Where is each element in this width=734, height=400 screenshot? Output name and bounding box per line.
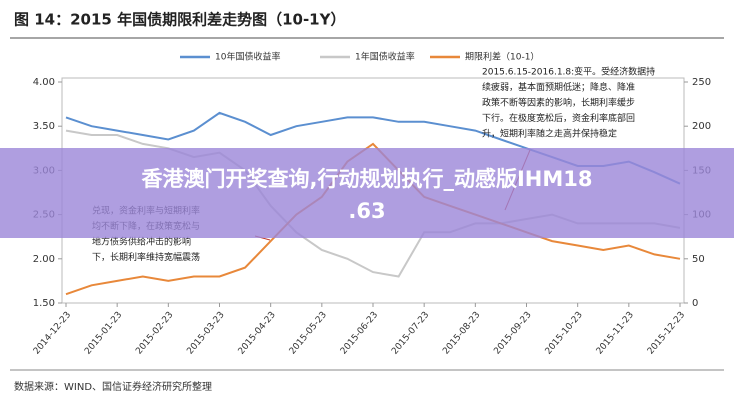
x-tick-label: 2015-10-23 (544, 310, 585, 357)
y2-tick-label: 200 (692, 121, 711, 132)
x-tick-label: 2015-12-23 (646, 310, 687, 357)
annotation: 下，长期利率维持宽幅震荡 (92, 251, 200, 263)
annotation: 政策不断等因素的影响，长期利率缓步 (482, 97, 635, 109)
overlay-band (0, 148, 734, 238)
x-tick-label: 2015-03-23 (185, 310, 226, 357)
x-tick-label: 2015-08-23 (441, 310, 482, 357)
y2-tick-label: 0 (692, 298, 698, 309)
chart-title: 图 14：2015 年国债期限利差走势图（10-1Y） (14, 11, 345, 29)
y-tick-label: 1.50 (33, 298, 55, 309)
series-line (65, 142, 681, 296)
x-tick-label: 2015-06-23 (339, 310, 380, 357)
y-tick-label: 4.00 (33, 77, 55, 88)
x-tick-label: 2015-02-23 (134, 310, 175, 357)
x-tick-label: 2015-04-23 (237, 310, 278, 357)
x-tick-label: 2015-07-23 (390, 310, 431, 357)
x-tick-label: 2015-05-23 (288, 310, 329, 357)
annotation: 地方债务供给冲击的影响 (92, 236, 191, 248)
legend-label: 期限利差（10-1） (465, 51, 539, 63)
overlay-text: .63 (348, 199, 385, 223)
annotation: 续疲弱，基本面预期低迷；降息、降准 (482, 81, 635, 93)
overlay-text: 香港澳门开奖查询,行动规划执行_动感版IHM18 (142, 167, 593, 191)
annotation: 下行。在极度宽松后，资金利率底部回 (482, 112, 635, 124)
y2-tick-label: 50 (692, 254, 705, 265)
x-tick-label: 2015-11-23 (595, 310, 636, 357)
annotation: 升，短期利率随之走高并保持稳定 (482, 128, 617, 140)
source: 数据来源：WIND、国信证券经济研究所整理 (14, 380, 212, 393)
x-tick-label: 2015-01-23 (83, 310, 124, 357)
x-tick-label: 2015-09-23 (492, 310, 533, 357)
x-tick-label: 2014-12-23 (32, 310, 73, 357)
y-tick-label: 3.50 (33, 121, 55, 132)
legend-label: 1年国债收益率 (355, 51, 415, 63)
y-tick-label: 2.00 (33, 254, 55, 265)
y2-tick-label: 250 (692, 77, 711, 88)
annotation: 2015.6.15-2016.1.8:变平。受经济数据持 (482, 66, 655, 78)
legend-label: 10年国债收益率 (215, 51, 280, 63)
